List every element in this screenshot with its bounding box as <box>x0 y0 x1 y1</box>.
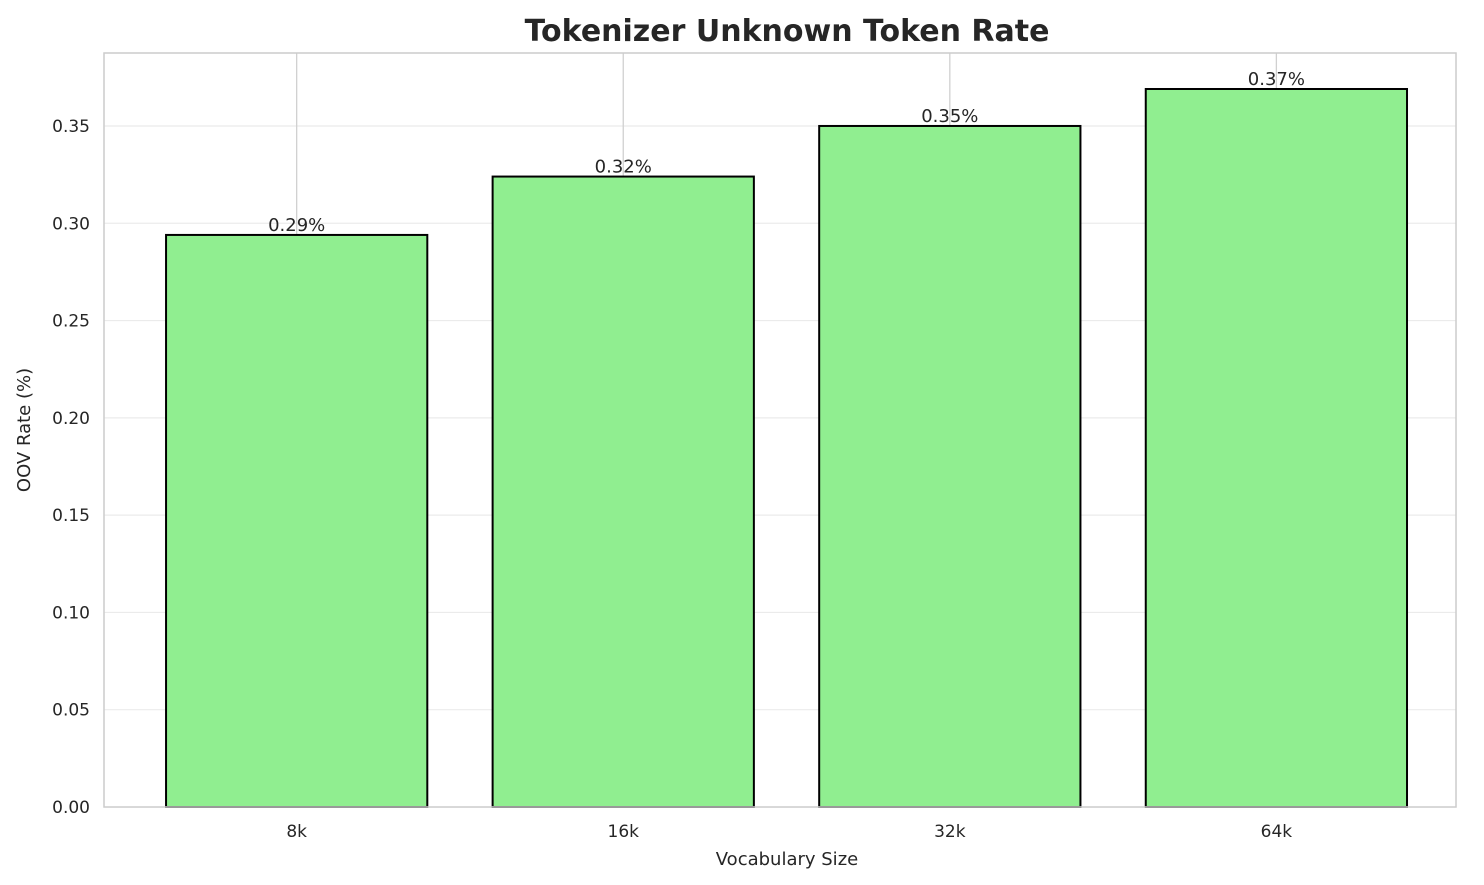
bar-32k <box>818 124 1082 809</box>
x-axis-label: Vocabulary Size <box>716 849 858 870</box>
y-axis-label: OOV Rate (%) <box>14 368 35 492</box>
x-tick-label: 8k <box>286 822 307 842</box>
y-tick-label: 0.10 <box>52 603 90 623</box>
y-tick-label: 0.15 <box>52 506 90 526</box>
x-tick-label: 64k <box>1261 822 1293 842</box>
y-tick-label: 0.35 <box>52 117 90 137</box>
y-tick-label: 0.25 <box>52 312 90 332</box>
data-label: 0.29% <box>268 215 325 236</box>
bar-64k <box>1144 87 1409 808</box>
data-label: 0.35% <box>921 106 978 127</box>
bar-16k <box>491 175 755 808</box>
y-tick-label: 0.20 <box>52 409 90 429</box>
y-tick-label: 0.30 <box>52 214 90 234</box>
data-label: 0.37% <box>1248 69 1305 90</box>
bar-8k <box>165 233 429 808</box>
y-tick-label: 0.05 <box>52 701 90 721</box>
chart-title: Tokenizer Unknown Token Rate <box>525 14 1050 49</box>
x-tick-label: 16k <box>608 822 640 842</box>
plot-frame <box>103 52 1457 808</box>
x-tick-label: 32k <box>934 822 966 842</box>
y-tick-label: 0.00 <box>52 798 90 818</box>
data-label: 0.32% <box>595 157 652 178</box>
